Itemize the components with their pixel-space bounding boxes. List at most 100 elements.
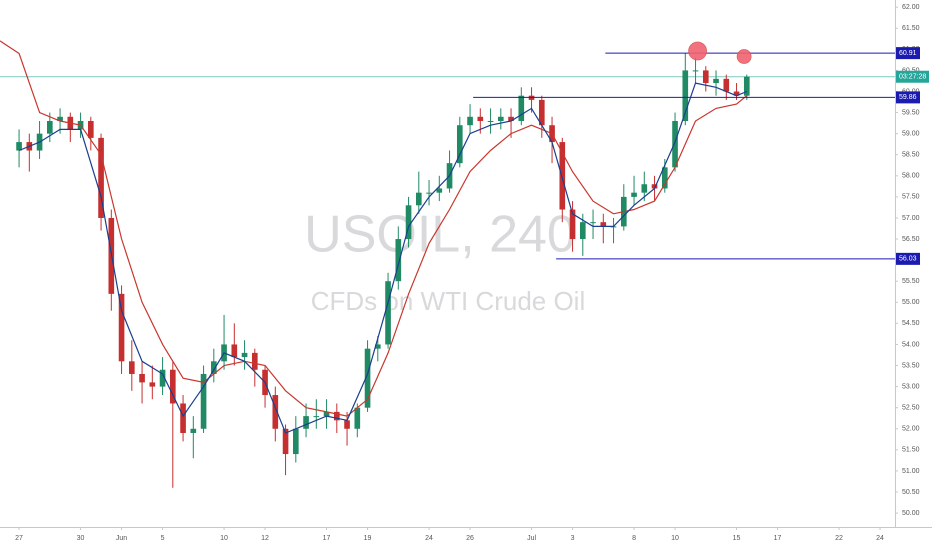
marker-circle [736,49,752,64]
candle-body [46,120,53,134]
candle-body [313,416,320,418]
candle-body [169,369,176,404]
candle-body [405,205,412,240]
candle-body [661,167,668,189]
y-tick-label: 50.50 [902,489,920,496]
candle-body [98,137,104,218]
candle-body [426,192,432,194]
x-tick-label: 17 [774,535,782,542]
candle-body [579,222,586,240]
candle-body [651,184,658,189]
x-tick-label: 30 [77,535,85,542]
candle-body [538,99,545,126]
candle-body [210,361,217,374]
level-label-box [896,252,920,265]
x-tick-label: 27 [15,535,23,542]
candle-body [487,120,494,122]
candle-body [569,209,576,240]
y-tick-label: 53.50 [902,362,920,369]
candle-body [139,373,145,383]
candle-body [344,420,350,429]
candle-body [641,184,648,193]
candle-body [385,281,391,345]
candle-body [743,76,750,96]
watermark-title: USOIL, 240 [304,206,576,264]
candle-body [272,395,279,429]
x-tick-label: 12 [261,535,269,542]
candle-body [497,116,504,121]
candle-body [631,192,637,197]
candle-body [323,411,330,417]
x-tick-label: 8 [632,535,636,542]
y-tick-label: 50.00 [902,510,920,517]
candle-body [559,142,566,210]
level-label-box [896,47,920,60]
x-tick-label: 26 [466,535,474,542]
watermark-subtitle: CFDs on WTI Crude Oil [311,286,586,316]
y-tick-label: 62.00 [902,4,920,11]
y-tick-label: 57.00 [902,215,920,222]
candle-body [231,344,238,358]
candle-body [477,116,484,121]
level-label-box [896,91,920,104]
candle-body [190,428,197,433]
candle-body [241,352,248,358]
x-tick-label: 24 [876,535,884,542]
candle-body [456,125,463,164]
x-tick-label: 10 [671,535,679,542]
y-tick-label: 58.00 [902,173,920,180]
candle-body [713,78,719,84]
x-tick-label: 17 [323,535,331,542]
x-tick-label: 15 [733,535,741,542]
y-tick-label: 55.00 [902,299,920,306]
y-tick-label: 59.50 [902,109,920,116]
y-tick-label: 54.50 [902,320,920,327]
candle-body [723,78,730,92]
candle-body [159,369,166,387]
y-tick-label: 61.50 [902,25,920,32]
y-tick-label: 52.00 [902,426,920,433]
x-tick-label: 24 [425,535,433,542]
candle-body [518,95,525,121]
candle-body [508,116,514,121]
candle-body [118,293,125,362]
moving-average-line [18,82,748,434]
x-tick-label: 5 [161,535,165,542]
candle-body [415,192,422,206]
candle-body [436,188,443,193]
level-label: 56.03 [899,256,917,263]
x-tick-label: 3 [571,535,575,542]
last-price-box [896,70,929,83]
candle-body [149,382,156,387]
candle-body [374,344,381,349]
candle-body [180,403,186,433]
x-tick-label: 10 [220,535,228,542]
candle-body [733,91,740,96]
candle-body [364,348,371,408]
candle-body [57,116,63,121]
y-tick-label: 57.50 [902,194,920,201]
candle-body [467,116,473,126]
y-tick-label: 54.00 [902,341,920,348]
level-label: 59.86 [899,94,917,101]
y-tick-label: 52.50 [902,405,920,412]
y-tick-label: 51.50 [902,447,920,454]
candle-body [682,70,689,121]
marker-circle [688,41,707,61]
y-tick-label: 51.00 [902,468,920,475]
moving-average-line [0,40,748,417]
y-tick-label: 56.50 [902,236,920,243]
candle-body [702,70,709,84]
x-tick-label: Jun [116,535,127,542]
candle-body [590,222,596,224]
candle-body [251,352,258,370]
candle-body [333,411,340,421]
x-tick-label: Jul [527,535,536,542]
candle-body [600,222,607,227]
x-tick-label: 22 [835,535,843,542]
y-tick-label: 59.00 [902,130,920,137]
level-label: 60.91 [899,50,917,57]
